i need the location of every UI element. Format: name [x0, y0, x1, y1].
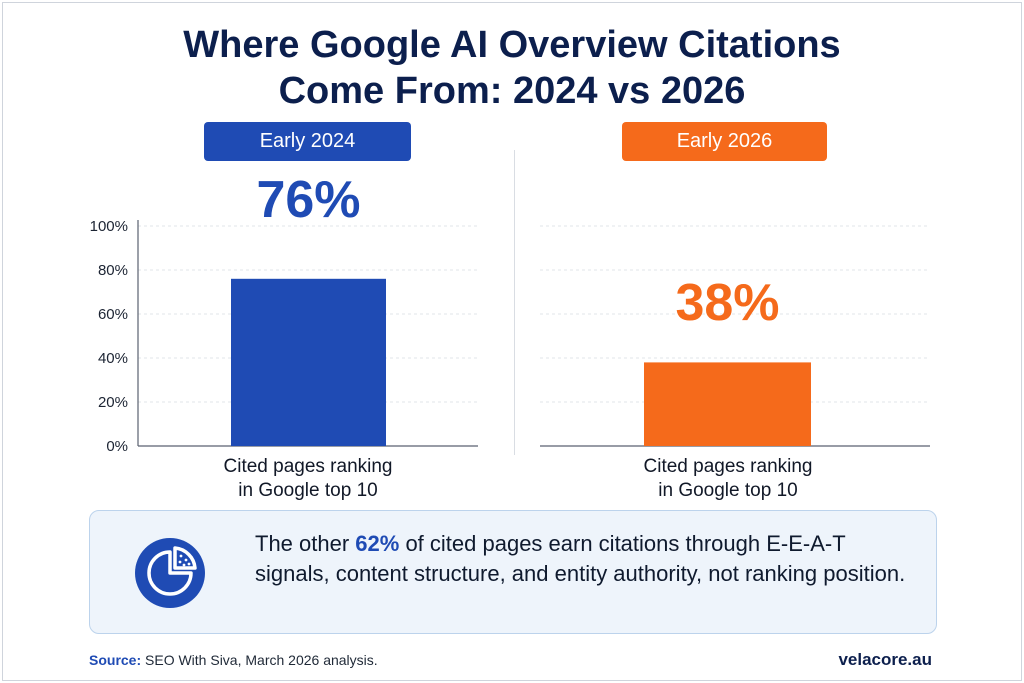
- value-label: 38%: [675, 274, 779, 332]
- y-tick-label: 0%: [106, 438, 128, 455]
- callout-text-before: The other: [255, 531, 356, 556]
- y-tick-label: 60%: [98, 306, 128, 323]
- brand-domain: velacore.au: [838, 650, 932, 669]
- callout-text-after: of cited pages earn citations through E-…: [255, 531, 906, 586]
- x-label-2024-line-2: in Google top 10: [238, 480, 378, 501]
- x-label-2024-line-1: Cited pages ranking: [223, 456, 393, 477]
- title-line-1: Where Google AI Overview Citations: [183, 24, 841, 66]
- title-line-2: Come From: 2024 vs 2026: [278, 70, 746, 112]
- value-label: 76%: [256, 171, 360, 229]
- x-label-2026-line-1: Cited pages ranking: [643, 456, 813, 477]
- source-note: Source: SEO With Siva, March 2026 analys…: [89, 652, 378, 668]
- callout-box: The other 62% of cited pages earn citati…: [89, 510, 937, 634]
- source-label: Source:: [89, 652, 142, 668]
- y-tick-label: 80%: [98, 262, 128, 279]
- panel-divider: [514, 150, 515, 455]
- source-text: SEO With Siva, March 2026 analysis.: [145, 652, 378, 668]
- callout-highlight: 62%: [355, 531, 400, 556]
- x-label-2026-line-2: in Google top 10: [658, 480, 798, 501]
- x-label-2026: Cited pages ranking in Google top 10: [598, 455, 858, 503]
- y-tick-label: 40%: [98, 350, 128, 367]
- bar: [231, 278, 386, 446]
- badge-early-2024: Early 2024: [204, 122, 411, 161]
- badge-early-2026: Early 2026: [622, 122, 827, 161]
- bar: [644, 362, 811, 446]
- page-title: Where Google AI Overview Citations Come …: [0, 22, 1024, 114]
- callout-text: The other 62% of cited pages earn citati…: [255, 529, 915, 589]
- y-tick-label: 20%: [98, 394, 128, 411]
- y-tick-label: 100%: [90, 218, 128, 235]
- pie-chart-icon: [135, 538, 205, 608]
- x-label-2024: Cited pages ranking in Google top 10: [178, 455, 438, 503]
